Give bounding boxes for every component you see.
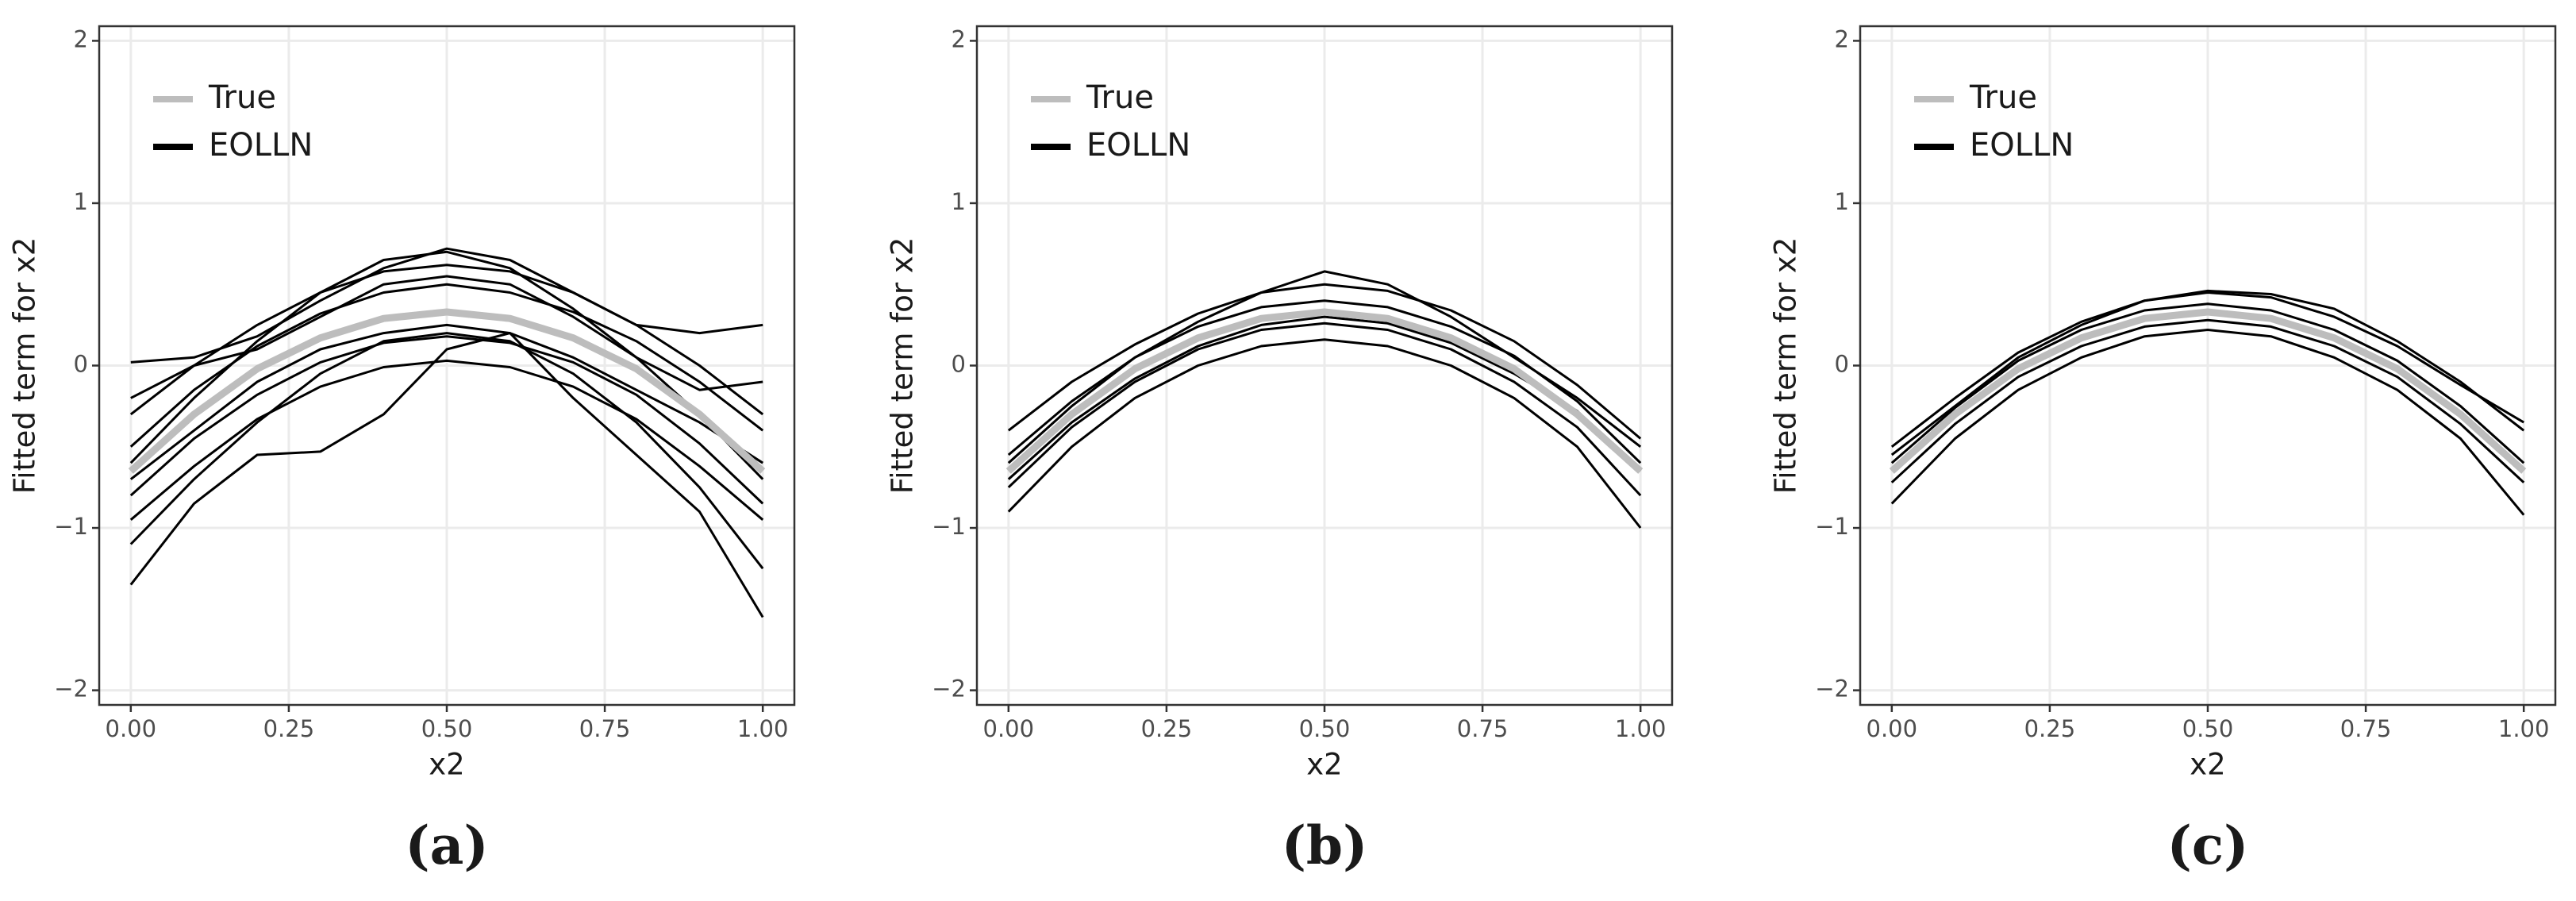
x-axis-title: x2	[429, 748, 464, 782]
y-tick-label: 1	[74, 188, 88, 215]
fitted-curve	[1007, 322, 1642, 497]
fitted-curve	[1890, 289, 2525, 456]
subcaption: (c)	[2167, 814, 2249, 876]
subcaption: (b)	[1282, 814, 1368, 876]
fitted-curve	[1890, 329, 2525, 516]
y-tick-label: −1	[932, 513, 966, 540]
fitted-curve	[129, 323, 764, 480]
y-tick-label: −2	[1815, 676, 1849, 703]
legend-label: EOLLN	[209, 127, 313, 164]
x-tick-label: 0.25	[1141, 715, 1193, 742]
fitted-curve	[129, 264, 764, 416]
x-tick-label: 0.75	[2340, 715, 2392, 742]
fitted-curve	[130, 275, 763, 399]
fitted-curve	[129, 250, 764, 480]
x-tick-label: 1.00	[737, 715, 789, 742]
y-tick-label: −1	[1815, 513, 1849, 540]
y-tick-label: 0	[74, 351, 88, 378]
x-tick-label: 0.00	[106, 715, 157, 742]
true-curve	[1889, 308, 2527, 474]
x-tick-label: 0.75	[1457, 715, 1509, 742]
true-curve	[128, 308, 766, 474]
legend-label: True	[208, 79, 276, 116]
fitted-curve	[129, 332, 764, 570]
y-tick-label: 2	[952, 25, 966, 52]
x-tick-label: 1.00	[2498, 715, 2550, 742]
x-tick-label: 0.00	[983, 715, 1035, 742]
fitted-curve	[1890, 291, 2524, 448]
y-tick-label: 2	[74, 25, 88, 52]
x-axis-title: x2	[1306, 748, 1342, 782]
fitted-curve	[130, 247, 763, 364]
y-tick-label: 0	[1835, 351, 1849, 378]
legend-label: EOLLN	[1970, 127, 2074, 164]
x-tick-label: 0.50	[1299, 715, 1351, 742]
true-curve	[1005, 308, 1644, 474]
legend-label: True	[1086, 79, 1154, 116]
x-tick-label: 0.50	[2182, 715, 2234, 742]
x-tick-label: 0.00	[1867, 715, 1918, 742]
fitted-curve	[129, 359, 764, 521]
fitted-curve	[1890, 318, 2525, 483]
legend-label: True	[1969, 79, 2037, 116]
fitted-curve	[1007, 338, 1642, 529]
y-tick-label: 0	[952, 351, 966, 378]
x-tick-label: 0.75	[579, 715, 631, 742]
y-tick-label: −1	[54, 513, 88, 540]
y-tick-label: 1	[952, 188, 966, 215]
fitted-curve	[1007, 270, 1642, 464]
y-tick-label: 1	[1835, 188, 1849, 215]
y-tick-label: 2	[1835, 25, 1849, 52]
panel: 0.00 0.25 0.50 0.75 1.00 −2 −1 0 1 2 x2 Fitted term…	[1769, 25, 2557, 876]
y-axis-title: Fitted term for x2	[886, 237, 920, 495]
panel: 0.00 0.25 0.50 0.75 1.00 −2 −1 0 1 2 x2 Fitted term…	[886, 25, 1674, 876]
panel: 0.00 0.25 0.50 0.75 1.00 −2 −1 0 1 2 x2 Fitted term…	[8, 25, 796, 876]
x-tick-label: 0.50	[421, 715, 473, 742]
x-tick-label: 0.25	[2024, 715, 2076, 742]
y-tick-label: −2	[932, 676, 966, 703]
fitted-curve	[1890, 302, 2525, 464]
legend-label: EOLLN	[1086, 127, 1190, 164]
x-tick-label: 1.00	[1615, 715, 1667, 742]
fitted-curve	[129, 335, 764, 505]
x-tick-label: 0.25	[263, 715, 315, 742]
fitted-curve	[1007, 283, 1642, 440]
subcaption: (a)	[405, 814, 488, 876]
y-axis-title: Fitted term for x2	[1769, 237, 1803, 495]
x-axis-title: x2	[2190, 748, 2225, 782]
fitted-curve	[129, 332, 764, 618]
y-axis-title: Fitted term for x2	[8, 237, 42, 495]
y-tick-label: −2	[54, 676, 88, 703]
